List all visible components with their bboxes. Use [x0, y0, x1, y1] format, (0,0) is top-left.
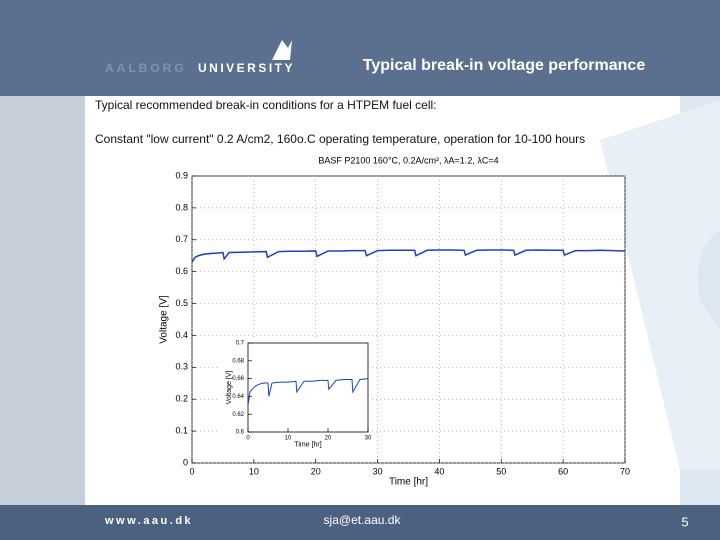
x-tick-label: 20 — [325, 436, 332, 442]
y-tick-label: 0.64 — [232, 394, 244, 400]
x-tick-label: 20 — [311, 466, 321, 476]
x-tick-label: 0 — [189, 466, 194, 476]
data-line — [191, 249, 626, 263]
y-axis-label: Voltage [V] — [226, 371, 233, 405]
decoration-shape — [600, 100, 720, 470]
y-tick-label: 0.8 — [175, 202, 188, 212]
x-tick-label: 40 — [434, 466, 444, 476]
x-tick-label: 50 — [496, 466, 506, 476]
body-text: Constant "low current" 0.2 A/cm2, 160o.C… — [95, 132, 585, 146]
left-strip — [0, 96, 85, 505]
y-tick-label: 0.9 — [175, 170, 188, 180]
y-tick-label: 0.1 — [175, 425, 188, 435]
body-text: Typical recommended break-in conditions … — [95, 98, 436, 112]
y-tick-label: 0.6 — [175, 266, 188, 276]
x-tick-label: 0 — [246, 436, 250, 442]
footer-site: www.aau.dk — [104, 515, 193, 527]
y-axis-label: Voltage [V] — [159, 295, 170, 344]
x-tick-label: 10 — [285, 436, 292, 442]
logo-text: AALBORG — [105, 61, 187, 75]
y-tick-label: 0.3 — [175, 362, 188, 372]
footer-email: sja@et.aau.dk — [324, 513, 402, 527]
header-band — [0, 0, 720, 96]
y-tick-label: 0.5 — [175, 298, 188, 308]
logo-text: UNIVERSITY — [198, 61, 295, 75]
x-tick-label: 30 — [373, 466, 383, 476]
x-axis-label: Time [hr] — [294, 441, 321, 448]
y-tick-label: 0 — [183, 457, 188, 467]
data-line — [247, 378, 369, 406]
y-tick-label: 0.68 — [232, 358, 244, 364]
y-tick-label: 0.7 — [175, 234, 188, 244]
x-tick-label: 10 — [249, 466, 259, 476]
footer-band — [0, 505, 720, 540]
chart-title: BASF P2100 160°C, 0.2A/cm², λA=1.2, λC=4 — [318, 155, 498, 165]
y-tick-label: 0.2 — [175, 394, 188, 404]
y-tick-label: 0.6 — [236, 430, 245, 436]
y-tick-label: 0.62 — [232, 412, 244, 418]
x-tick-label: 30 — [365, 436, 372, 442]
page-number: 5 — [681, 514, 688, 529]
x-axis-label: Time [hr] — [389, 477, 428, 488]
y-tick-label: 0.7 — [236, 341, 245, 347]
x-tick-label: 60 — [558, 466, 568, 476]
y-tick-label: 0.4 — [175, 330, 188, 340]
plot-frame — [247, 342, 369, 433]
logo-mark — [272, 40, 292, 60]
x-tick-label: 70 — [620, 466, 630, 476]
y-tick-label: 0.66 — [232, 376, 244, 382]
slide-title: Typical break-in voltage performance — [363, 57, 646, 74]
